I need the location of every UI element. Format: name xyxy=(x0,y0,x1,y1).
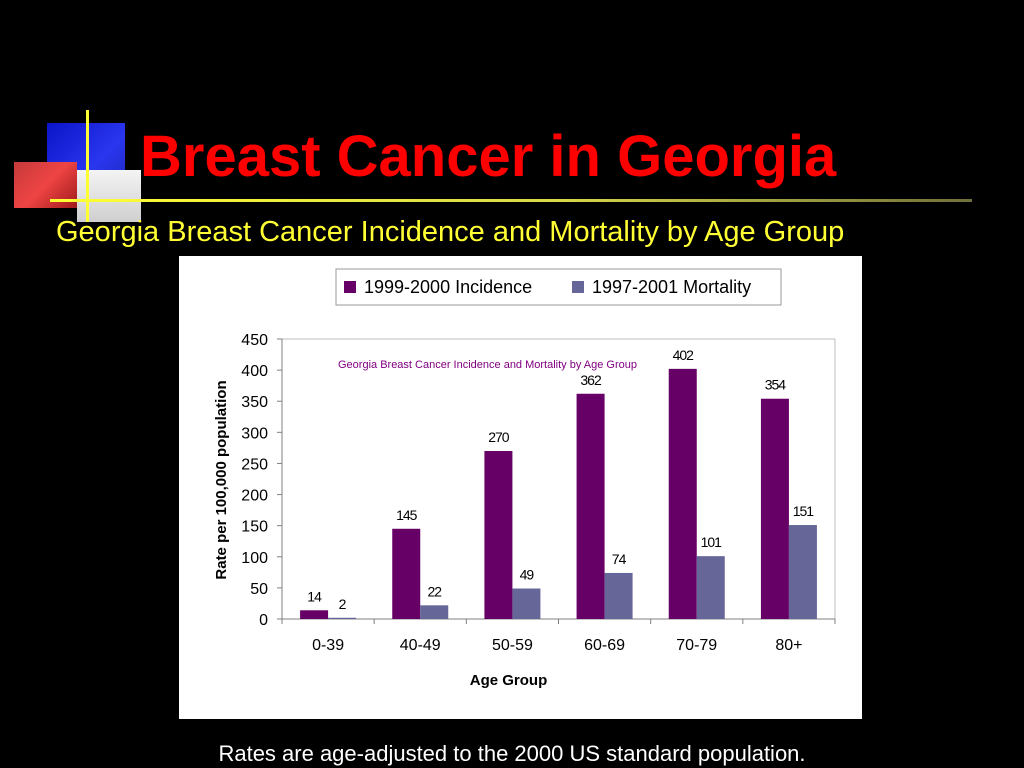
data-label: 402 xyxy=(673,347,695,363)
chart-inner-title: Georgia Breast Cancer Incidence and Mort… xyxy=(338,359,637,371)
y-tick-label: 300 xyxy=(241,425,268,442)
x-tick-label: 0-39 xyxy=(312,637,344,654)
incidence-bar xyxy=(392,528,421,619)
x-tick-label: 60-69 xyxy=(584,637,625,654)
mortality-bar xyxy=(696,556,725,619)
incidence-bar xyxy=(484,451,513,619)
y-tick-label: 450 xyxy=(241,332,268,349)
y-tick-label: 0 xyxy=(259,612,268,629)
mortality-bar xyxy=(788,525,817,619)
footnote: Rates are age-adjusted to the 2000 US st… xyxy=(218,741,806,766)
x-tick-label: 40-49 xyxy=(400,637,441,654)
data-label: 2 xyxy=(339,596,347,612)
data-label: 22 xyxy=(427,583,442,599)
x-tick-label: 50-59 xyxy=(492,637,533,654)
legend-swatch-mortality xyxy=(572,281,584,293)
mortality-bar xyxy=(512,588,541,619)
mortality-bar xyxy=(420,605,449,619)
y-tick-label: 150 xyxy=(241,519,268,536)
chart-panel: 1999-2000 Incidence 1997-2001 Mortality 0… xyxy=(179,256,862,719)
data-label: 354 xyxy=(765,377,787,393)
legend-entry: 1999-2000 Incidence xyxy=(364,277,532,297)
y-tick-label: 400 xyxy=(241,363,268,380)
y-tick-label: 350 xyxy=(241,394,268,411)
data-label: 145 xyxy=(396,507,418,523)
plot-area: 0 50 100 150 200 250 300 350 400 450 0-39 14 2 40-49 1… xyxy=(241,332,836,654)
legend-entry: 1997-2001 Mortality xyxy=(592,277,751,297)
y-tick-label: 200 xyxy=(241,488,268,505)
slide-title: Breast Cancer in Georgia xyxy=(140,124,837,189)
data-label: 49 xyxy=(520,567,535,583)
y-axis-label: Rate per 100,000 population xyxy=(213,380,230,579)
incidence-bar xyxy=(576,393,605,619)
data-label: 151 xyxy=(793,503,815,519)
x-tick-label: 80+ xyxy=(775,637,802,654)
x-axis-label: Age Group xyxy=(470,672,548,689)
legend-box xyxy=(335,268,782,306)
decor-vertical-line xyxy=(86,110,89,222)
mortality-bar xyxy=(328,617,357,619)
y-tick-label: 50 xyxy=(250,581,268,598)
y-tick-label: 250 xyxy=(241,456,268,473)
incidence-bar xyxy=(300,610,329,619)
chart-legend: 1999-2000 Incidence 1997-2001 Mortality xyxy=(335,268,782,306)
slide-subtitle: Georgia Breast Cancer Incidence and Mort… xyxy=(56,216,845,248)
data-label: 14 xyxy=(307,588,322,604)
data-label: 74 xyxy=(612,551,627,567)
legend-swatch-incidence xyxy=(344,281,356,293)
incidence-bar xyxy=(668,368,697,619)
data-label: 362 xyxy=(580,372,602,388)
bar-chart: 1999-2000 Incidence 1997-2001 Mortality 0… xyxy=(213,268,836,689)
y-tick-label: 100 xyxy=(241,550,268,567)
data-label: 101 xyxy=(701,534,723,550)
incidence-bar xyxy=(760,398,789,619)
decor-horizontal-line xyxy=(50,199,972,202)
mortality-bar xyxy=(604,572,633,619)
data-label: 270 xyxy=(488,429,510,445)
x-tick-label: 70-79 xyxy=(676,637,717,654)
